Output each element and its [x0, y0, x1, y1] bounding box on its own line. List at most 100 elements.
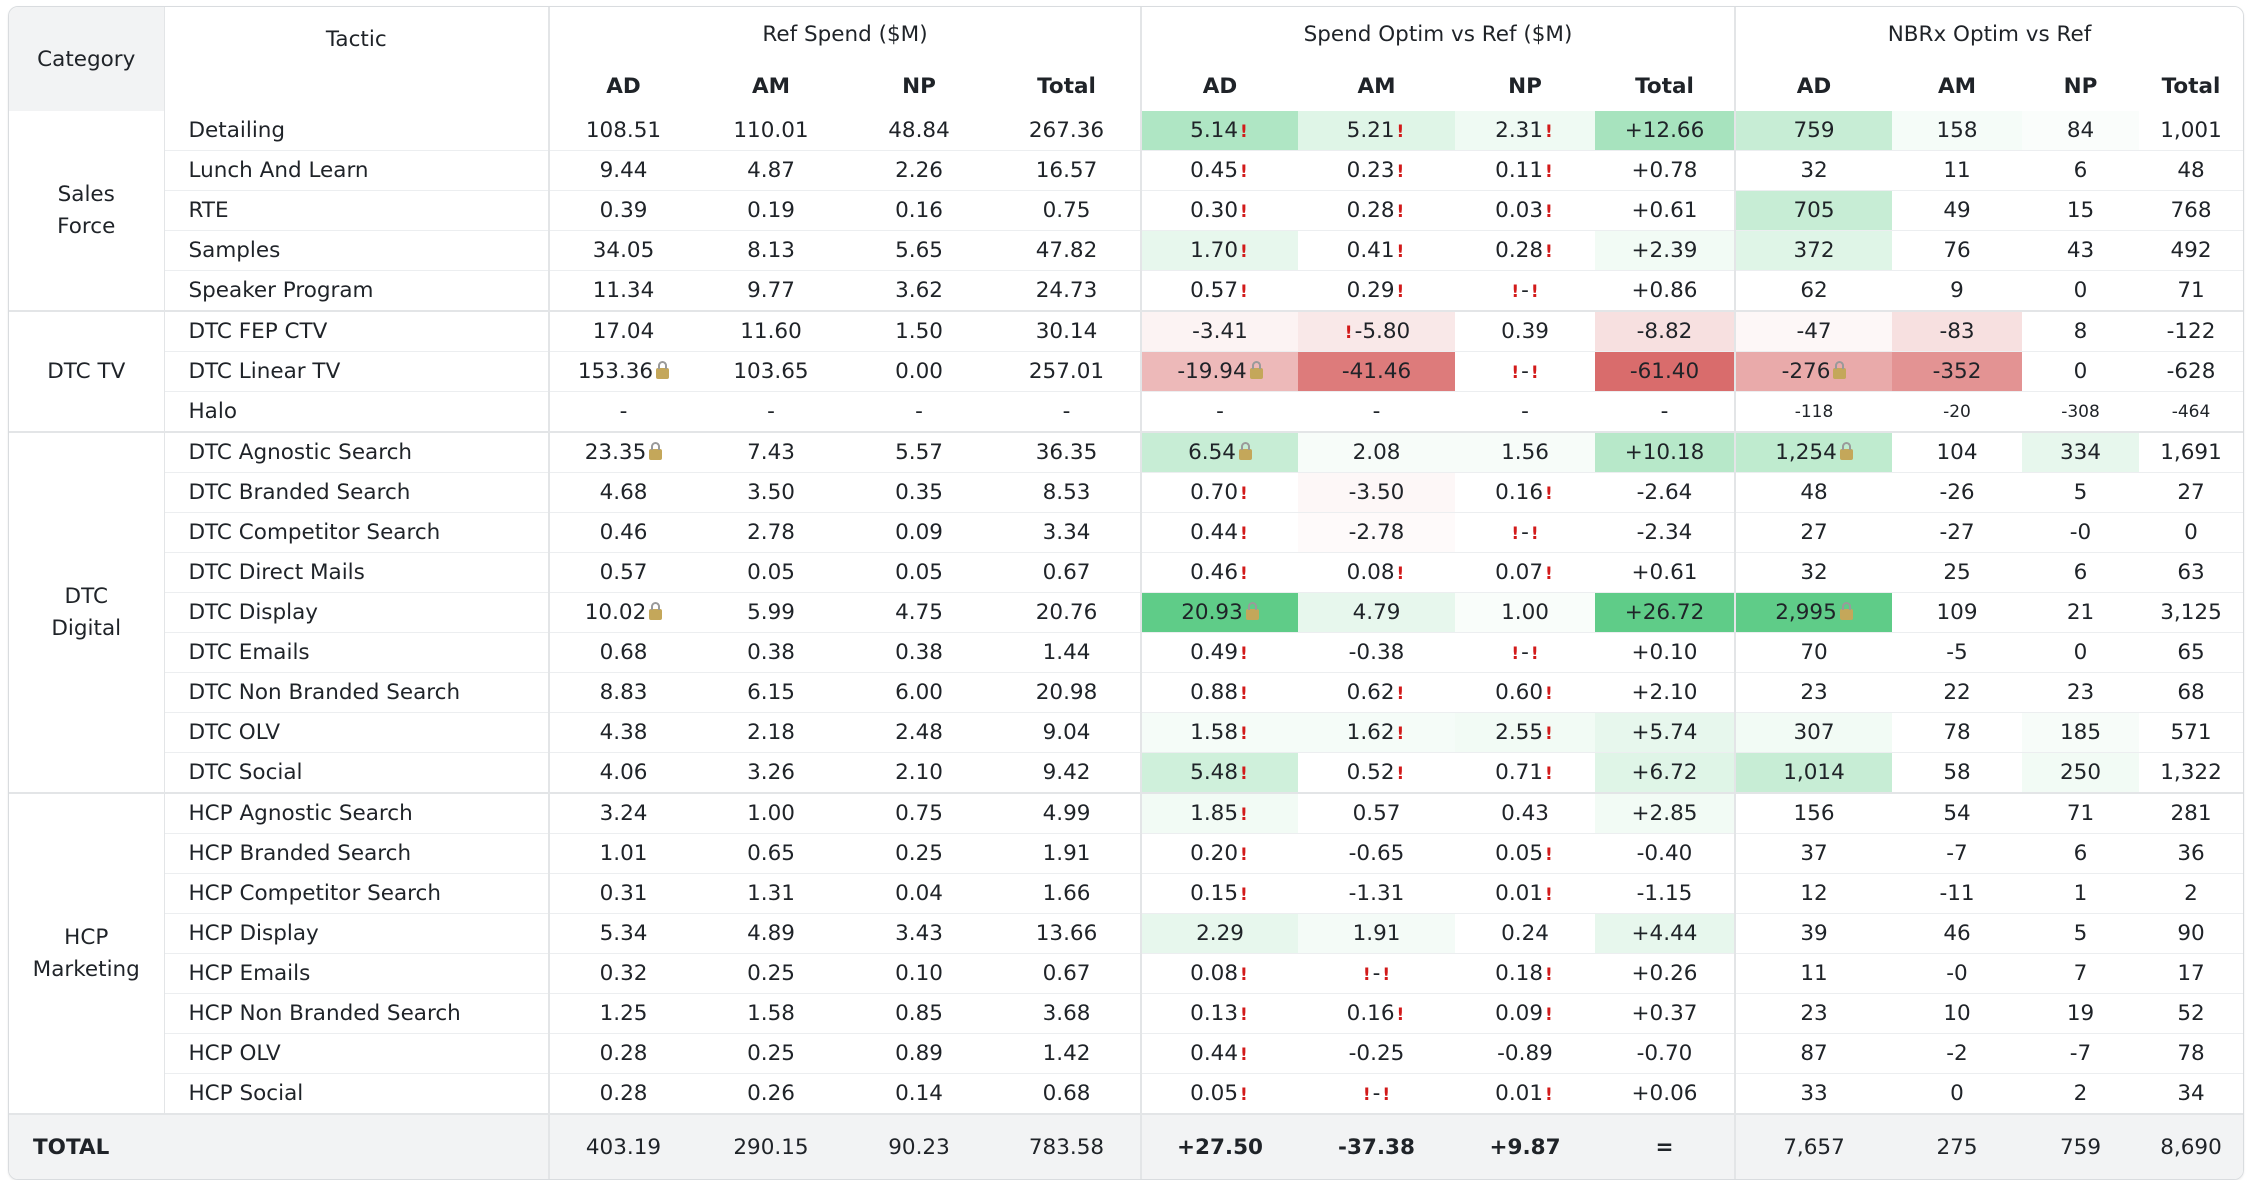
nbrx-optim-ad-cell: 70	[1734, 632, 1892, 673]
table-row[interactable]: HCP Social 0.28 0.26 0.14 0.68 0.05! !-! 0.01! +…	[9, 1073, 2243, 1115]
warning-icon: !	[1545, 965, 1553, 985]
warning-icon: !	[1545, 242, 1553, 262]
table-row[interactable]: Samples 34.05 8.13 5.65 47.82 1.70! 0.41! 0.28!…	[9, 230, 2243, 271]
header-ref-spend-am[interactable]: AM	[697, 61, 845, 111]
table-row[interactable]: Lunch And Learn 9.44 4.87 2.26 16.57 0.45! 0.2…	[9, 150, 2243, 191]
spend-optim-total-cell: -2.64	[1595, 472, 1735, 513]
table-row[interactable]: Sales Force Detailing 108.51 110.01 48.84 267…	[9, 111, 2243, 312]
nbrx-optim-total-cell: 52	[2139, 993, 2243, 1034]
table-row[interactable]: DTC Competitor Search 0.46 2.78 0.09 3.34 0.4…	[9, 512, 2243, 553]
cell-value: 5.57	[895, 440, 943, 465]
header-category[interactable]: Category	[9, 7, 165, 111]
cell-value: -122	[2166, 319, 2216, 344]
spend-optim-am-cell: -0.38	[1298, 632, 1455, 673]
spend-optim-np-cell: 0.71!	[1455, 752, 1595, 794]
table-row[interactable]: DTC Direct Mails 0.57 0.05 0.05 0.67 0.46! 0.0…	[9, 552, 2243, 593]
table-row[interactable]: DTC OLV 4.38 2.18 2.48 9.04 1.58! 1.62! 2.55! +5…	[9, 712, 2243, 753]
nbrx-optim-np-cell: 2	[2022, 1073, 2139, 1115]
nbrx-optim-np-cell: 7	[2022, 953, 2139, 994]
nbrx-optim-ad-cell: 759	[1734, 111, 1892, 151]
nbrx-optim-total-cell: 3,125	[2139, 592, 2243, 633]
ref-spend-ad-cell: 0.28	[548, 1073, 697, 1115]
table-row[interactable]: DTC Social 4.06 3.26 2.10 9.42 5.48! 0.52! 0.71…	[9, 752, 2243, 794]
ref-spend-am-cell: 3.26	[697, 752, 845, 794]
table-row[interactable]: DTC Non Branded Search 8.83 6.15 6.00 20.98 0…	[9, 672, 2243, 713]
spend-optim-ad-cell: 5.48!	[1140, 752, 1298, 794]
tactic-cell: DTC Social	[164, 752, 549, 794]
nbrx-optim-ad-cell: 1,254	[1734, 432, 1892, 473]
cell-value: 0.68	[1042, 1081, 1091, 1106]
cell-value: 9.77	[747, 278, 795, 303]
spend-optim-ad-cell: 0.15!	[1140, 873, 1298, 914]
header-ref-spend-np[interactable]: NP	[845, 61, 993, 111]
header-spend-optim-ad[interactable]: AD	[1140, 61, 1298, 111]
warning-icon: !	[1362, 965, 1371, 985]
table-row[interactable]: DTC Linear TV 153.36 103.65 0.00 257.01 -19.9…	[9, 351, 2243, 392]
cell-value: 39	[1800, 921, 1828, 946]
nbrx-optim-total-cell: 2	[2139, 873, 2243, 914]
warning-icon: !	[1396, 202, 1405, 222]
header-spend-optim-am[interactable]: AM	[1298, 61, 1455, 111]
warning-icon: !	[1344, 323, 1353, 343]
cell-value: 7.43	[747, 440, 795, 465]
table-row[interactable]: HCP Emails 0.32 0.25 0.10 0.67 0.08! !-! 0.18! +…	[9, 953, 2243, 994]
header-nbrx-optim-total[interactable]: Total	[2139, 61, 2243, 111]
table-row[interactable]: Speaker Program 11.34 9.77 3.62 24.73 0.57! 0.…	[9, 270, 2243, 312]
cell-value: 6	[2073, 841, 2088, 866]
tactic-cell: Lunch And Learn	[164, 150, 549, 191]
header-ref-spend-total[interactable]: Total	[993, 61, 1141, 111]
total-nbrx-optim-np: 759	[2022, 1113, 2139, 1179]
cell-value: 0.44	[1190, 1041, 1239, 1066]
cell-value: 153.36	[577, 359, 654, 384]
cell-value: 49	[1943, 198, 1971, 223]
spend-optim-np-cell: 0.07!	[1455, 552, 1595, 593]
table-row[interactable]: DTC Display 10.02 5.99 4.75 20.76 20.93 4.79 1.…	[9, 592, 2243, 633]
header-nbrx-optim-ad[interactable]: AD	[1734, 61, 1892, 111]
spend-optim-am-cell: 0.29!	[1298, 270, 1455, 312]
cell-value: 25	[1943, 560, 1971, 585]
tactic-cell: HCP Display	[164, 913, 549, 954]
cell-value: 0.57	[1352, 801, 1401, 826]
cell-value: 0.67	[1042, 560, 1091, 585]
table-row[interactable]: DTC Digital DTC Agnostic Search 23.35 7.43 5…	[9, 432, 2243, 794]
header-spend-optim-np[interactable]: NP	[1455, 61, 1595, 111]
table-row[interactable]: DTC Emails 0.68 0.38 0.38 1.44 0.49! -0.38 !-! +…	[9, 632, 2243, 673]
cell-value: 6	[2073, 158, 2088, 183]
nbrx-optim-ad-cell: 2,995	[1734, 592, 1892, 633]
table-row[interactable]: HCP Display 5.34 4.89 3.43 13.66 2.29 1.91 0.24…	[9, 913, 2243, 954]
cell-value: 9.42	[1042, 760, 1091, 785]
table-row[interactable]: HCP OLV 0.28 0.25 0.89 1.42 0.44! -0.25 -0.89 -0…	[9, 1033, 2243, 1074]
header-spend-optim-total[interactable]: Total	[1595, 61, 1735, 111]
ref-spend-ad-cell: 4.06	[548, 752, 697, 794]
cell-value: 0.11	[1495, 158, 1544, 183]
table-row[interactable]: RTE 0.39 0.19 0.16 0.75 0.30! 0.28! 0.03! +0.61 7…	[9, 190, 2243, 231]
cell-value: 0.52	[1346, 760, 1395, 785]
spend-optim-np-cell: !-!	[1455, 512, 1595, 553]
nbrx-optim-ad-cell: 307	[1734, 712, 1892, 753]
nbrx-optim-ad-cell: 1,014	[1734, 752, 1892, 794]
tactic-cell: Detailing	[164, 111, 549, 151]
cell-value: 1.25	[599, 1001, 648, 1026]
header-nbrx-optim-am[interactable]: AM	[1892, 61, 2022, 111]
header-nbrx-optim-np[interactable]: NP	[2022, 61, 2139, 111]
tactic-cell: DTC Branded Search	[164, 472, 549, 513]
table-row[interactable]: Halo - - - - - - - - -118 -20 -308 -464	[9, 391, 2243, 433]
spend-optim-total-cell: +2.85	[1595, 793, 1735, 834]
table-row[interactable]: HCP Branded Search 1.01 0.65 0.25 1.91 0.20! -…	[9, 833, 2243, 874]
spend-optim-total-cell: +2.39	[1595, 230, 1735, 271]
table-row[interactable]: HCP Marketing HCP Agnostic Search 3.24 1.00…	[9, 793, 2243, 1115]
cell-value: +0.37	[1631, 1001, 1698, 1026]
cell-value: 0.70	[1190, 480, 1239, 505]
warning-icon: !	[1382, 1085, 1391, 1105]
nbrx-optim-total-cell: 78	[2139, 1033, 2243, 1074]
cell-value: 0.23	[1346, 158, 1395, 183]
header-ref-spend-ad[interactable]: AD	[548, 61, 697, 111]
cell-value: 3.68	[1042, 1001, 1091, 1026]
nbrx-optim-am-cell: 104	[1892, 432, 2022, 473]
table-row[interactable]: DTC TV DTC FEP CTV 17.04 11.60 1.50 30.14 -3.4…	[9, 311, 2243, 433]
table-row[interactable]: HCP Non Branded Search 1.25 1.58 0.85 3.68 0.…	[9, 993, 2243, 1034]
cell-value: 12	[1800, 881, 1828, 906]
header-tactic[interactable]: Tactic	[164, 7, 549, 111]
table-row[interactable]: HCP Competitor Search 0.31 1.31 0.04 1.66 0.1…	[9, 873, 2243, 914]
table-row[interactable]: DTC Branded Search 4.68 3.50 0.35 8.53 0.70! -…	[9, 472, 2243, 513]
